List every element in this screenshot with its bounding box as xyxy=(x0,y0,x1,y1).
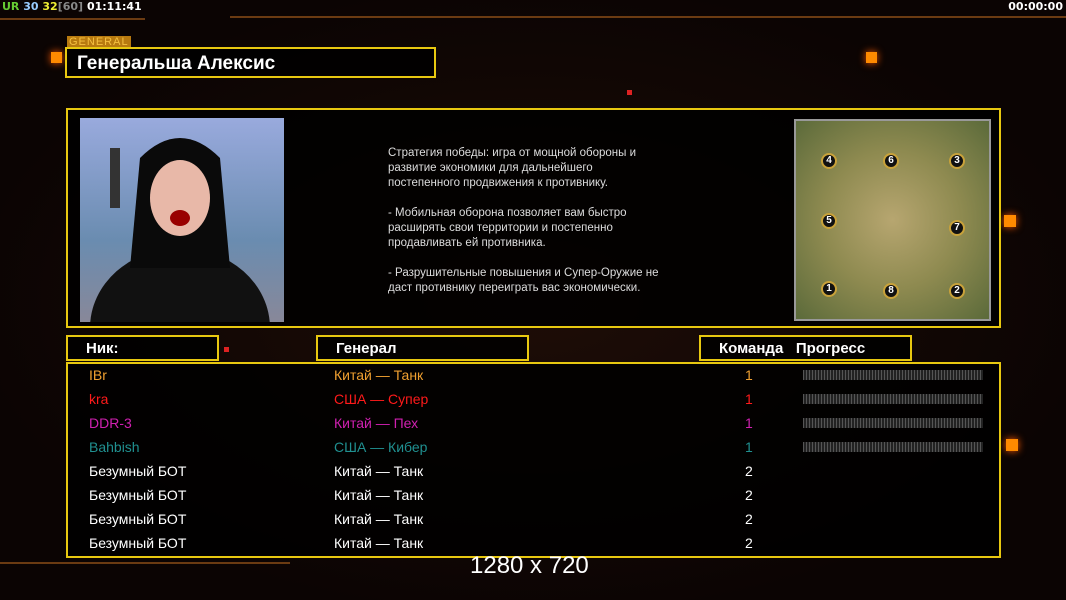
player-nick: DDR-3 xyxy=(89,415,132,431)
header-general: Генерал xyxy=(316,335,529,361)
general-tag: GENERAL xyxy=(67,36,131,48)
map-slot-marker: 4 xyxy=(821,153,837,169)
header-team-progress: Команда Прогресс xyxy=(699,335,912,361)
player-row: Безумный БОТ Китай — Танк 2 xyxy=(68,508,999,532)
player-nick: IBr xyxy=(89,367,107,383)
player-general[interactable]: Китай — Танк xyxy=(334,367,424,383)
player-row: IBr Китай — Танк 1 xyxy=(68,364,999,388)
general-title: Генеральша Алексис xyxy=(65,47,436,78)
decor-line xyxy=(0,562,290,564)
player-row: Безумный БОТ Китай — Танк 2 xyxy=(68,460,999,484)
general-info-panel: Стратегия победы: игра от мощной обороны… xyxy=(66,108,1001,408)
player-team[interactable]: 2 xyxy=(745,511,753,527)
map-slot-marker: 5 xyxy=(821,213,837,229)
player-team[interactable]: 1 xyxy=(745,415,753,431)
ur-label: UR xyxy=(2,0,20,13)
portrait-image xyxy=(90,138,270,408)
player-team[interactable]: 1 xyxy=(745,367,753,383)
decor-square xyxy=(627,90,632,95)
player-team[interactable]: 2 xyxy=(745,463,753,479)
clock: 00:00:00 xyxy=(1008,0,1063,13)
resolution-label: 1280 x 720 xyxy=(470,552,589,579)
player-team[interactable]: 1 xyxy=(745,391,753,407)
player-general[interactable]: Китай — Танк xyxy=(334,511,424,527)
progress-bar xyxy=(803,370,983,380)
map-slot-marker: 1 xyxy=(821,281,837,297)
player-team[interactable]: 2 xyxy=(745,487,753,503)
progress-bar xyxy=(803,418,983,428)
fps-cap: [60] xyxy=(57,0,84,13)
player-nick: Безумный БОТ xyxy=(89,463,187,479)
decor-square xyxy=(224,347,229,352)
player-general[interactable]: США — Супер xyxy=(334,391,429,407)
decor-line xyxy=(230,16,1066,18)
player-nick: kra xyxy=(89,391,109,407)
player-general[interactable]: Китай — Танк xyxy=(334,535,424,551)
player-general[interactable]: Китай — Танк xyxy=(334,487,424,503)
player-team[interactable]: 1 xyxy=(745,439,753,455)
header-team: Команда xyxy=(719,340,784,357)
fps-2: 32 xyxy=(42,0,58,13)
player-nick: Bahbish xyxy=(89,439,140,455)
map-slot-marker: 6 xyxy=(883,153,899,169)
map-slot-marker: 8 xyxy=(883,283,899,299)
player-team[interactable]: 2 xyxy=(745,535,753,551)
general-portrait xyxy=(80,118,284,408)
decor-line xyxy=(0,18,145,20)
game-time: 01:11:41 xyxy=(86,0,142,13)
player-nick: Безумный БОТ xyxy=(89,487,187,503)
map-preview[interactable]: 4 6 3 5 7 1 8 2 xyxy=(794,119,991,321)
player-row: Безумный БОТ Китай — Танк 2 xyxy=(68,484,999,508)
decor-square xyxy=(866,52,877,63)
strategy-description: Стратегия победы: игра от мощной обороны… xyxy=(388,147,659,294)
progress-bar xyxy=(803,394,983,404)
player-nick: Безумный БОТ xyxy=(89,511,187,527)
header-nick: Ник: xyxy=(66,335,219,361)
player-general[interactable]: Китай — Пех xyxy=(334,415,419,431)
progress-bar xyxy=(803,442,983,452)
decor-square xyxy=(1006,439,1018,451)
map-slot-marker: 2 xyxy=(949,283,965,299)
map-slot-marker: 3 xyxy=(949,153,965,169)
decor-square xyxy=(51,52,62,63)
fps: 30 xyxy=(23,0,39,13)
player-list: IBr Китай — Танк 1 kra США — Супер 1 DDR-3 Кита… xyxy=(66,362,1001,558)
player-general[interactable]: США — Кибер xyxy=(334,439,428,455)
player-nick: Безумный БОТ xyxy=(89,535,187,551)
map-slot-marker: 7 xyxy=(949,220,965,236)
player-row: Bahbish США — Кибер 1 xyxy=(68,436,999,460)
player-general[interactable]: Китай — Танк xyxy=(334,463,424,479)
player-row: kra США — Супер 1 xyxy=(68,388,999,412)
player-row: Безумный БОТ Китай — Танк 2 xyxy=(68,532,999,556)
fps-counter: UR 30 32[60] 01:11:41 xyxy=(2,0,142,13)
header-progress: Прогресс xyxy=(795,340,866,357)
player-row: DDR-3 Китай — Пех 1 xyxy=(68,412,999,436)
decor-square xyxy=(1004,215,1016,227)
